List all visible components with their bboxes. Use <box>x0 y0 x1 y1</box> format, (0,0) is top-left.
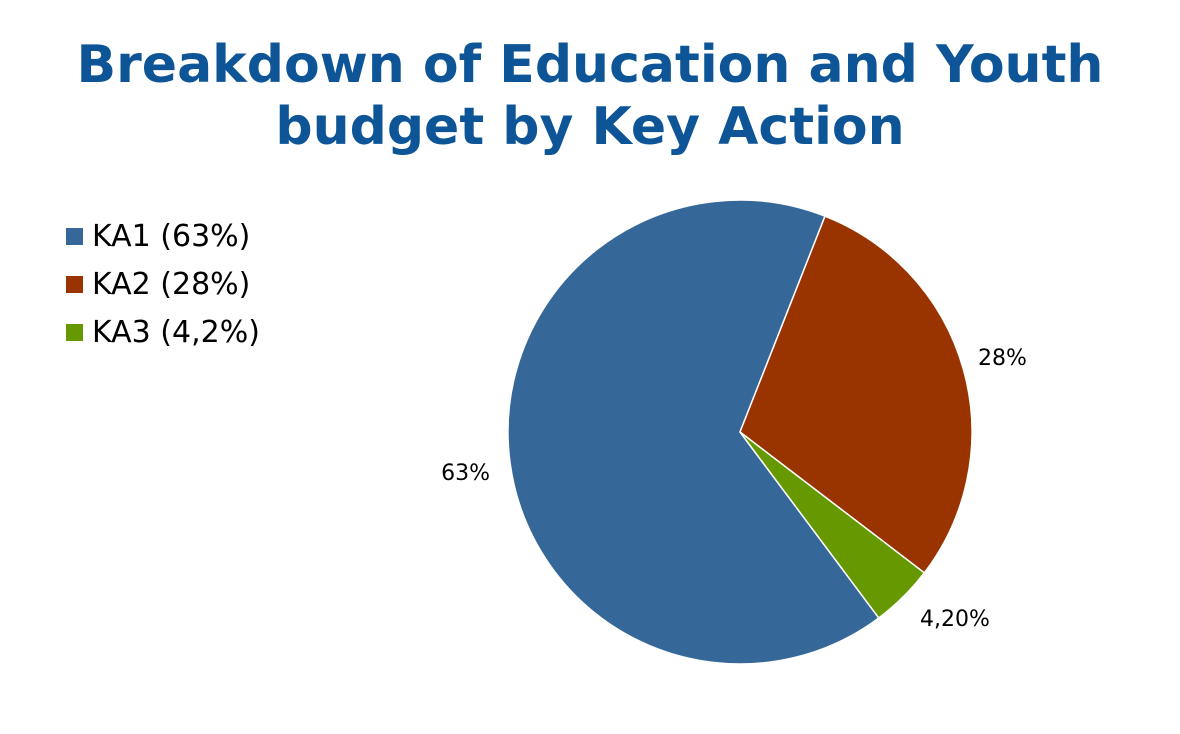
legend-item-ka1: KA1 (63%) <box>66 212 260 260</box>
chart-title-line-2: budget by Key Action <box>275 97 905 157</box>
pie-slices <box>507 199 973 665</box>
pie-slice-ka3 <box>739 431 926 619</box>
pie-slice-ka1 <box>507 199 880 665</box>
pie-slice-ka2 <box>739 215 973 574</box>
data-label-ka3: 4,20% <box>920 607 990 632</box>
legend-label-ka3: KA3 (4,2%) <box>92 314 260 350</box>
legend-item-ka3: KA3 (4,2%) <box>66 308 260 356</box>
legend-swatch-ka3 <box>66 323 83 341</box>
chart-title: Breakdown of Education and Youth budget … <box>0 34 1180 158</box>
legend-swatch-ka1 <box>66 227 83 245</box>
data-label-ka2: 28% <box>978 346 1027 371</box>
data-label-ka1: 63% <box>441 461 490 486</box>
legend-label-ka1: KA1 (63%) <box>92 218 251 254</box>
legend-label-ka2: KA2 (28%) <box>92 266 251 302</box>
legend-swatch-ka2 <box>66 275 83 293</box>
pie-data-labels: 63% 28% 4,20% <box>441 346 1027 632</box>
chart-title-line-1: Breakdown of Education and Youth <box>76 35 1104 95</box>
chart-legend: KA1 (63%) KA2 (28%) KA3 (4,2%) <box>66 212 260 356</box>
legend-item-ka2: KA2 (28%) <box>66 260 260 308</box>
